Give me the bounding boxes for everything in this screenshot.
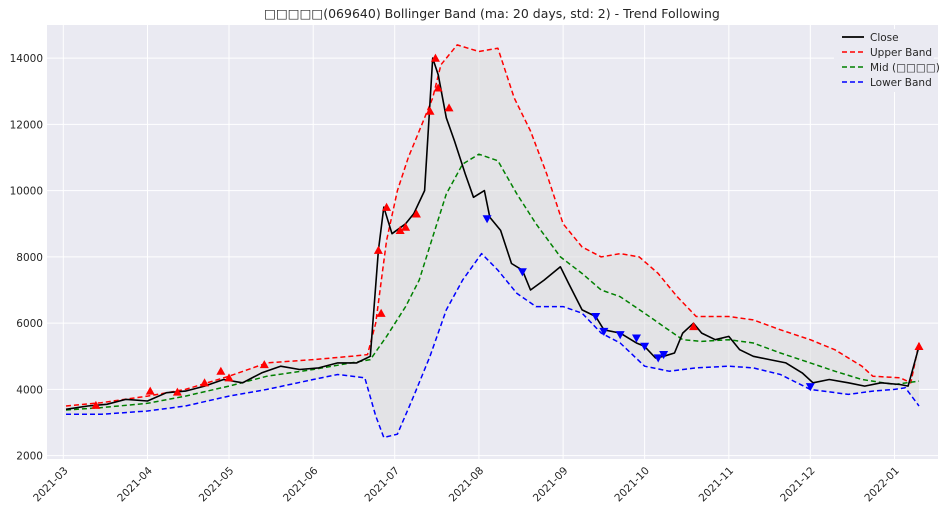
sell-marker — [631, 334, 641, 343]
buy-marker — [914, 341, 924, 350]
buy-marker — [172, 387, 182, 396]
x-tick-label: 2021-04 — [115, 465, 155, 505]
signal-markers — [91, 53, 924, 409]
y-tick-label: 8000 — [16, 252, 43, 264]
y-tick-label: 10000 — [10, 186, 43, 198]
x-tick-label: 2021-12 — [778, 465, 818, 505]
y-tick-label: 12000 — [10, 119, 43, 131]
buy-marker — [395, 225, 405, 235]
sell-marker — [517, 268, 527, 277]
buy-marker — [444, 103, 454, 112]
buy-marker — [430, 53, 440, 62]
grid — [47, 25, 938, 459]
buy-marker — [200, 378, 210, 387]
band-fill-area — [66, 44, 919, 438]
y-axis-ticks: 2000 4000 6000 8000 10000 12000 14000 — [10, 53, 43, 463]
sell-marker — [482, 215, 492, 224]
x-tick-label: 2021-10 — [612, 465, 652, 505]
buy-marker — [401, 222, 411, 231]
sell-marker — [599, 327, 609, 336]
x-tick-label: 2021-06 — [281, 465, 321, 505]
buy-marker — [259, 360, 269, 369]
y-tick-label: 4000 — [16, 384, 43, 396]
band-fill — [66, 44, 919, 438]
buy-marker — [91, 400, 101, 409]
x-axis-ticks: 2021-03 2021-04 2021-05 2021-06 2021-07 2021-… — [31, 465, 902, 505]
sell-marker — [640, 342, 650, 351]
legend-box — [834, 29, 934, 92]
sell-marker — [591, 312, 601, 322]
series-lines — [65, 44, 920, 439]
buy-marker — [425, 106, 435, 115]
x-tick-label: 2021-07 — [363, 465, 403, 505]
buy-marker — [224, 373, 234, 382]
y-tick-label: 6000 — [16, 318, 43, 330]
x-tick-label: 2021-08 — [447, 465, 487, 505]
sell-marker — [659, 351, 669, 360]
buy-marker — [433, 83, 443, 92]
x-tick-label: 2022-01 — [862, 465, 902, 505]
sell-marker — [653, 354, 663, 363]
chart-title: □□□□□(069640) Bollinger Band (ma: 20 day… — [264, 6, 720, 21]
legend-entry-label: Mid (□□□□) — [870, 62, 940, 74]
legend-entry-label: Lower Band — [870, 77, 932, 89]
buy-marker — [689, 321, 699, 331]
legend: Close Upper Band Mid (□□□□) Lower Band — [834, 29, 940, 92]
buy-marker — [382, 202, 392, 211]
x-tick-label: 2021-03 — [31, 465, 71, 505]
legend-entry-label: Upper Band — [870, 47, 932, 59]
series-line-2 — [65, 153, 920, 411]
x-tick-label: 2021-09 — [531, 465, 571, 505]
x-tick-label: 2021-11 — [697, 465, 737, 505]
y-tick-label: 14000 — [10, 53, 43, 65]
buy-marker — [145, 386, 155, 395]
x-tick-label: 2021-05 — [197, 465, 237, 505]
legend-entry-label: Close — [870, 32, 899, 44]
sell-marker — [615, 331, 625, 340]
series-line-0 — [65, 57, 920, 411]
series-line-3 — [66, 252, 920, 439]
series-line-1 — [65, 44, 920, 407]
y-tick-label: 2000 — [16, 451, 43, 463]
buy-marker — [411, 209, 421, 218]
sell-marker — [805, 383, 815, 392]
buy-marker — [376, 308, 386, 317]
buy-marker — [373, 245, 383, 254]
buy-marker — [216, 366, 226, 375]
